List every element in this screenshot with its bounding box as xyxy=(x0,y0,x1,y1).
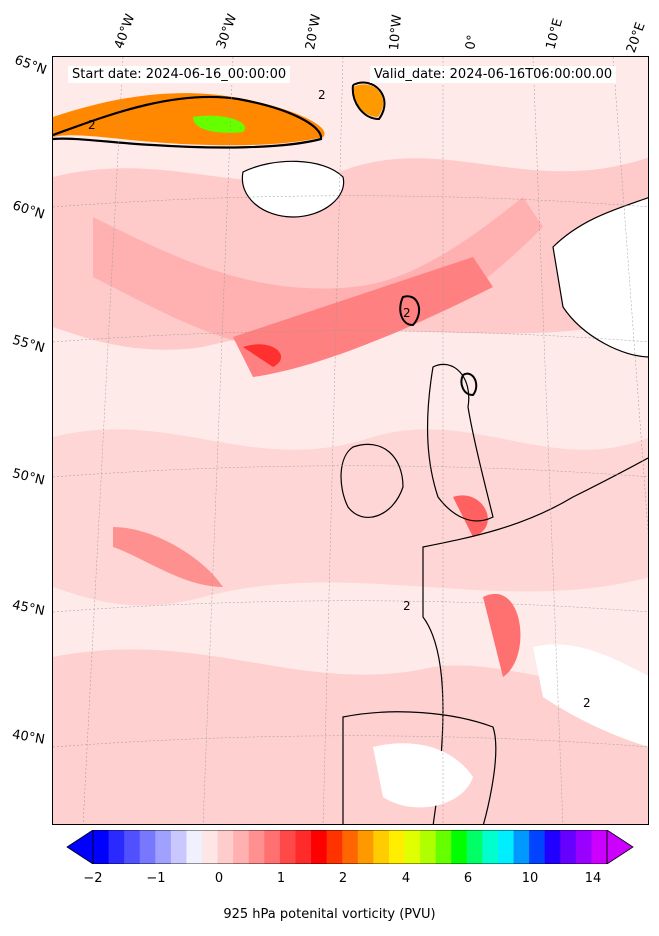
field-max-c xyxy=(483,593,521,677)
iceland-east-feature xyxy=(353,84,384,117)
lat-label-40n: 40°N xyxy=(10,727,46,748)
colorbar-segment xyxy=(420,830,437,864)
colorbar-tick: 10 xyxy=(521,871,539,886)
graticule xyxy=(53,57,648,824)
colorbar-segment xyxy=(202,830,219,864)
colorbar-segment xyxy=(482,830,499,864)
colorbar-segment xyxy=(575,830,592,864)
colorbar-extend-max xyxy=(606,830,634,864)
colorbar-tick: 14 xyxy=(584,871,602,886)
colorbar-segment xyxy=(124,830,141,864)
pv2-contour-iceland-east xyxy=(351,81,386,121)
colorbar-segment xyxy=(170,830,187,864)
colorbar-tick: 1 xyxy=(276,871,286,886)
map-panel: 2 2 2 2 2 xyxy=(52,56,649,825)
lat-label-45n: 45°N xyxy=(10,597,46,620)
pv-map: 2 2 2 2 2 xyxy=(53,57,648,824)
colorbar-border xyxy=(92,830,608,864)
lon-label-40w: 40°W xyxy=(111,12,139,51)
colorbar-segment xyxy=(93,830,110,864)
colorbar-segment xyxy=(466,830,483,864)
colorbar-segment xyxy=(357,830,374,864)
lon-label-10e: 10°E xyxy=(543,16,567,51)
pv2-contour-greenland xyxy=(53,95,323,149)
colorbar-segment xyxy=(373,830,390,864)
lon-label-20e: 20°E xyxy=(623,20,649,55)
colorbar-segment xyxy=(560,830,577,864)
colorbar-tick: 0 xyxy=(214,871,224,886)
valid-date-label: Valid_date: 2024-06-16T06:00:00.00 xyxy=(370,66,617,83)
colorbar-segment xyxy=(108,830,125,864)
lon-label-0: 0° xyxy=(463,33,481,51)
contour-label: 2 xyxy=(583,696,591,710)
colorbar-segment xyxy=(451,830,468,864)
ireland xyxy=(340,443,404,518)
field-max-a xyxy=(243,344,282,367)
colorbar-segment xyxy=(326,830,343,864)
colorbar-segment xyxy=(342,830,359,864)
colorbar-segment xyxy=(591,830,608,864)
colorbar-tick: 4 xyxy=(401,871,411,886)
iberia-masked xyxy=(373,743,473,808)
contour-label: 2 xyxy=(88,118,96,132)
contour-label: 2 xyxy=(318,88,326,102)
iceland xyxy=(241,160,345,218)
colorbar-segment xyxy=(435,830,452,864)
colorbar-segment xyxy=(404,830,421,864)
greenland-peak xyxy=(193,115,245,133)
field-jet-band xyxy=(233,257,493,377)
field-band-mid xyxy=(53,429,648,606)
colorbar-segment xyxy=(248,830,265,864)
pv2-contour-north-sea xyxy=(399,295,421,327)
pv2-contour-scotland xyxy=(460,372,478,397)
european-coast xyxy=(422,457,648,824)
great-britain xyxy=(426,363,494,522)
colorbar-segment xyxy=(388,830,406,864)
colorbar-tick: 6 xyxy=(463,871,473,886)
colorbar-tick: −1 xyxy=(146,871,166,886)
colorbar-segment xyxy=(139,830,156,864)
colorbar-segment xyxy=(497,830,515,864)
colorbar-segment xyxy=(279,830,296,864)
colorbar-title: 925 hPa potenital vorticity (PVU) xyxy=(223,907,436,922)
colorbar-segment xyxy=(311,830,328,864)
alps-masked xyxy=(533,644,648,747)
field-band-south xyxy=(53,649,648,824)
colorbar-tick: 2 xyxy=(338,871,348,886)
greenland-high-pv xyxy=(53,93,325,146)
colorbar-segment xyxy=(295,830,312,864)
lon-label-20w: 20°W xyxy=(303,13,325,52)
scandinavia xyxy=(552,197,648,358)
start-date-label: Start date: 2024-06-16_00:00:00 xyxy=(68,66,291,83)
colorbar-segment xyxy=(155,830,172,864)
colorbar-segment xyxy=(217,830,234,864)
lon-label-30w: 30°W xyxy=(213,12,241,51)
colorbar-segment xyxy=(264,830,281,864)
colorbar-segment xyxy=(513,830,530,864)
lon-label-10w: 10°W xyxy=(387,13,406,51)
field-max-b xyxy=(453,495,488,537)
colorbar-extend-min xyxy=(66,830,94,864)
colorbar-segment xyxy=(544,830,561,864)
contour-label: 2 xyxy=(403,306,411,320)
colorbar-segment xyxy=(233,830,250,864)
colorbar-segment xyxy=(529,830,546,864)
lat-label-50n: 50°N xyxy=(10,466,47,489)
field-max-d xyxy=(113,527,223,587)
colorbar xyxy=(66,830,634,864)
contour-label: 2 xyxy=(403,599,411,613)
lat-label-60n: 60°N xyxy=(10,198,47,223)
iberia xyxy=(342,711,497,824)
colorbar-tick: −2 xyxy=(83,871,103,886)
colorbar-segment xyxy=(186,830,203,864)
lat-label-55n: 55°N xyxy=(10,332,47,357)
lat-label-65n: 65°N xyxy=(12,52,49,79)
